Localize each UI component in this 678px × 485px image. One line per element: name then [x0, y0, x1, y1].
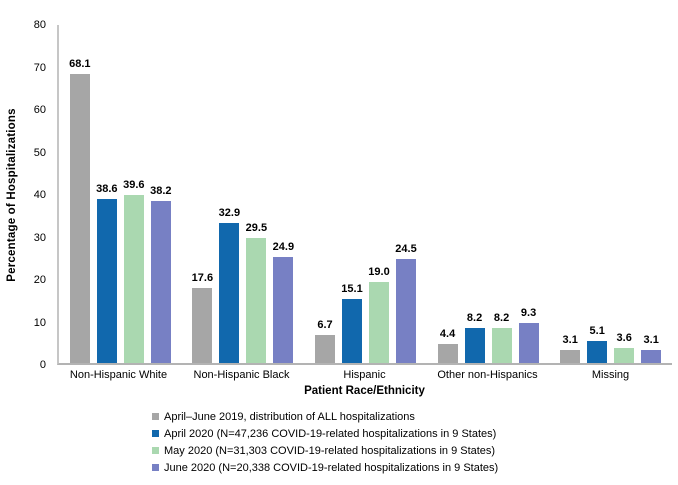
bar-group: 4.4 8.2 8.2 9.3 — [427, 307, 550, 363]
legend-swatch — [152, 464, 159, 471]
bar: 19.0 — [368, 266, 390, 363]
bar: 29.5 — [246, 222, 267, 363]
bar: 3.6 — [614, 332, 635, 363]
legend-label: June 2020 (N=20,338 COVID-19-related hos… — [164, 461, 499, 474]
legend-item: May 2020 (N=31,303 COVID-19-related hosp… — [152, 442, 498, 459]
y-tick-label: 40 — [33, 189, 46, 201]
bar-value-label: 24.9 — [272, 241, 295, 254]
x-category-label: Other non-Hispanics — [437, 369, 538, 381]
bar-value-label: 3.6 — [616, 331, 632, 344]
bar: 68.1 — [69, 58, 91, 363]
bar-value-label: 3.1 — [562, 333, 578, 346]
legend-swatch — [152, 447, 159, 454]
bar-value-label: 17.6 — [191, 272, 214, 285]
x-category-label: Non-Hispanic White — [69, 369, 168, 381]
plot-area: 68.1 38.6 39.6 38.2 17.6 32.9 29.5 24.9 6.7 15.1 1… — [57, 25, 672, 365]
bar-value-label: 6.7 — [317, 318, 333, 331]
bar: 15.1 — [341, 283, 363, 363]
bar: 38.2 — [150, 185, 172, 363]
bar-value-label: 4.4 — [439, 328, 456, 341]
bar-group: 68.1 38.6 39.6 38.2 — [59, 58, 182, 363]
x-category-label: Hispanic — [343, 369, 386, 381]
bar-value-label: 8.2 — [466, 312, 483, 325]
legend-label: April–June 2019, distribution of ALL hos… — [164, 410, 415, 423]
y-tick-label: 80 — [33, 19, 46, 31]
bar-value-label: 39.6 — [123, 178, 145, 191]
bar: 39.6 — [123, 179, 145, 363]
bar: 17.6 — [192, 272, 213, 363]
bar: 8.2 — [491, 312, 512, 363]
bar-groups: 68.1 38.6 39.6 38.2 17.6 32.9 29.5 24.9 6.7 15.1 1… — [59, 25, 672, 363]
bar: 38.6 — [96, 183, 118, 363]
y-tick-label: 50 — [33, 146, 46, 159]
bar-value-label: 5.1 — [589, 325, 605, 338]
legend-swatch — [152, 430, 159, 437]
bar: 3.1 — [560, 334, 581, 363]
bar-group: 6.7 15.1 19.0 24.5 — [304, 243, 427, 363]
y-tick-label: 20 — [33, 274, 46, 286]
bar-value-label: 9.3 — [520, 307, 537, 320]
bar-value-label: 29.5 — [245, 221, 268, 234]
x-category-label: Non-Hispanic Black — [193, 369, 290, 381]
bar: 5.1 — [587, 325, 608, 363]
bar-value-label: 15.1 — [341, 282, 363, 295]
bar-value-label: 38.6 — [96, 182, 118, 195]
x-axis-category-labels: Non-Hispanic White Non-Hispanic Black Hisp… — [57, 369, 672, 381]
legend-label: May 2020 (N=31,303 COVID-19-related hosp… — [164, 444, 496, 457]
bar-value-label: 68.1 — [69, 57, 91, 70]
y-tick-label: 10 — [33, 316, 46, 329]
legend-swatch — [152, 413, 159, 420]
bar: 6.7 — [314, 319, 335, 363]
y-tick-label: 60 — [33, 104, 46, 116]
legend-item: April–June 2019, distribution of ALL hos… — [152, 408, 498, 425]
bar: 24.5 — [395, 243, 417, 363]
bar-value-label: 24.5 — [395, 242, 417, 255]
bar-value-label: 19.0 — [368, 266, 390, 279]
legend: April–June 2019, distribution of ALL hos… — [152, 408, 498, 476]
bar: 32.9 — [219, 207, 240, 363]
bar-value-label: 32.9 — [218, 207, 241, 220]
bar: 4.4 — [437, 328, 458, 363]
legend-item: April 2020 (N=47,236 COVID-19-related ho… — [152, 425, 498, 442]
bar: 3.1 — [641, 334, 662, 363]
bar-group: 17.6 32.9 29.5 24.9 — [182, 207, 305, 363]
y-tick-label: 0 — [39, 359, 46, 371]
x-axis-title: Patient Race/Ethnicity — [304, 385, 425, 397]
bar-value-label: 38.2 — [150, 184, 172, 197]
y-tick-label: 30 — [33, 231, 46, 244]
bar: 9.3 — [518, 307, 539, 363]
x-category-label: Missing — [591, 369, 630, 381]
bar: 8.2 — [464, 312, 485, 363]
y-tick-label: 70 — [33, 61, 46, 74]
bar-value-label: 8.2 — [493, 312, 510, 325]
bar: 24.9 — [273, 241, 294, 363]
bar-value-label: 3.1 — [643, 333, 659, 346]
legend-label: April 2020 (N=47,236 COVID-19-related ho… — [164, 427, 497, 440]
bar-group: 3.1 5.1 3.6 3.1 — [549, 325, 672, 363]
legend-item: June 2020 (N=20,338 COVID-19-related hos… — [152, 459, 498, 476]
